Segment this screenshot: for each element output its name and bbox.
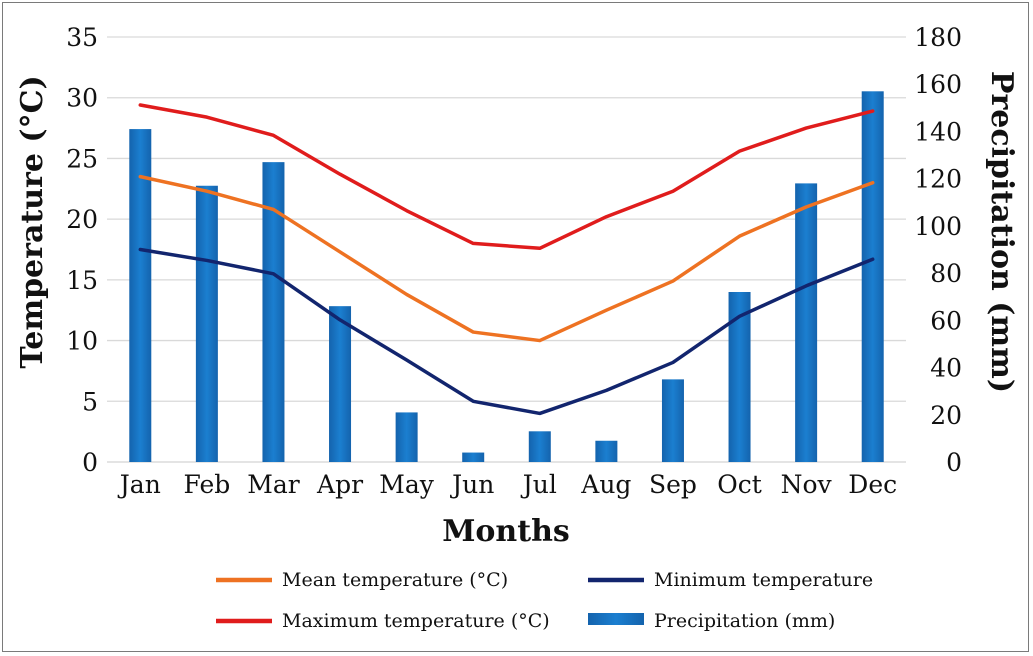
precipitation-bar xyxy=(129,129,152,463)
legend-label: Mean temperature (°C) xyxy=(282,569,508,591)
y-left-tick-label: 25 xyxy=(66,144,98,173)
x-tick-label: Jun xyxy=(449,470,494,499)
y-right-tick-label: 120 xyxy=(914,165,962,194)
left-axis-ticks: 0 5 10 15 20 25 30 35 xyxy=(66,23,98,477)
gridlines xyxy=(107,36,906,463)
y-axis-left-title: Temperature (°C) xyxy=(15,75,50,368)
y-right-tick-label: 60 xyxy=(930,306,962,335)
precipitation-bar xyxy=(262,162,285,462)
legend-label: Maximum temperature (°C) xyxy=(282,610,550,632)
precipitation-bar xyxy=(395,412,418,462)
x-tick-label: Sep xyxy=(649,470,697,499)
y-right-tick-label: 0 xyxy=(946,448,962,477)
precipitation-bar xyxy=(329,306,352,462)
precipitation-bar xyxy=(462,452,485,462)
temperature-lines xyxy=(138,103,875,416)
legend-swatch-bar xyxy=(588,613,644,625)
y-left-tick-label: 15 xyxy=(66,266,98,295)
x-tick-label: Apr xyxy=(316,470,363,499)
precipitation-bar xyxy=(795,183,818,462)
y-right-tick-label: 80 xyxy=(930,259,962,288)
x-tick-label: Jan xyxy=(117,470,161,499)
x-axis-title: Months xyxy=(442,514,570,549)
y-left-tick-label: 20 xyxy=(66,205,98,234)
precipitation-bar xyxy=(661,379,684,462)
precipitation-bar xyxy=(195,185,218,462)
y-right-tick-label: 40 xyxy=(930,354,962,383)
legend-label: Minimum temperature xyxy=(654,569,873,591)
legend-label: Precipitation (mm) xyxy=(654,610,835,632)
right-axis-ticks: 0 20 40 60 80 100 120 140 160 180 xyxy=(914,23,962,477)
precipitation-bar xyxy=(595,440,618,462)
x-tick-label: Aug xyxy=(580,470,631,499)
x-tick-label: Mar xyxy=(247,470,300,499)
y-left-tick-label: 30 xyxy=(66,84,98,113)
precipitation-bars xyxy=(129,91,884,463)
y-right-tick-label: 20 xyxy=(930,401,962,430)
x-tick-label: Feb xyxy=(183,470,230,499)
x-tick-label: May xyxy=(379,470,435,499)
y-right-tick-label: 160 xyxy=(914,70,962,99)
precipitation-bar xyxy=(528,431,551,462)
x-tick-label: Dec xyxy=(848,470,897,499)
legend: Mean temperature (°C) Minimum temperature… xyxy=(216,569,873,632)
maximum-temperature-line xyxy=(138,103,875,251)
minimum-temperature-line xyxy=(138,247,875,416)
legend-item: Minimum temperature xyxy=(588,569,873,591)
y-left-tick-label: 10 xyxy=(66,327,98,356)
precipitation-bar xyxy=(861,91,884,463)
y-left-tick-label: 35 xyxy=(66,23,98,52)
legend-item: Mean temperature (°C) xyxy=(216,569,508,591)
y-right-tick-label: 180 xyxy=(914,23,962,52)
y-right-tick-label: 100 xyxy=(914,212,962,241)
x-tick-label: Nov xyxy=(781,470,833,499)
legend-item: Precipitation (mm) xyxy=(588,610,835,632)
x-tick-label: Jul xyxy=(520,470,557,499)
y-left-tick-label: 5 xyxy=(82,387,98,416)
mean-temperature-line xyxy=(138,174,875,343)
legend-item: Maximum temperature (°C) xyxy=(216,610,550,632)
y-axis-right-title: Precipitation (mm) xyxy=(984,71,1019,393)
y-left-tick-label: 0 xyxy=(82,448,98,477)
x-tick-label: Oct xyxy=(717,470,762,499)
y-right-tick-label: 140 xyxy=(914,117,962,146)
x-axis-ticks: Jan Feb Mar Apr May Jun Jul Aug Sep Oct Nov Dec xyxy=(117,470,897,499)
precipitation-bar xyxy=(728,292,751,462)
